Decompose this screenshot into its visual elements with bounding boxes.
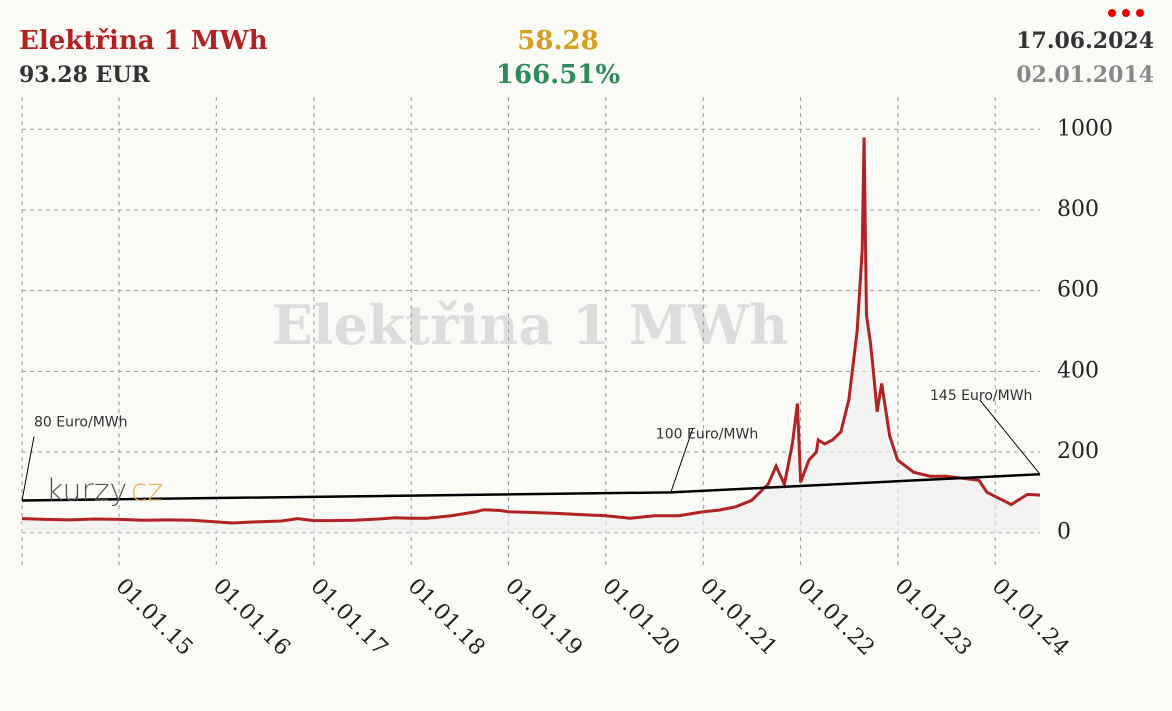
x-tick-label: 01.01.24 <box>987 574 1074 661</box>
change: 58.28 <box>517 26 598 56</box>
x-tick-label: 01.01.20 <box>597 574 684 661</box>
annotation: 145 Euro/MWh <box>930 388 1032 404</box>
date-to: 17.06.2024 <box>1016 28 1154 54</box>
annotation: 100 Euro/MWh <box>656 426 758 442</box>
area <box>22 137 1040 533</box>
x-tick-label: 01.01.16 <box>208 574 295 661</box>
y-tick-label: 200 <box>1057 439 1099 464</box>
annotation-arrow <box>979 399 1041 475</box>
watermark: Elektřina 1 MWh <box>272 293 788 357</box>
x-tick-label: 01.01.17 <box>305 574 392 661</box>
title: Elektřina 1 MWh <box>19 26 268 56</box>
x-tick-label: 01.01.19 <box>500 574 587 661</box>
x-tick-label: 01.01.22 <box>792 574 879 661</box>
y-tick-label: 400 <box>1057 358 1099 383</box>
annotation: 80 Euro/MWh <box>34 414 128 430</box>
y-tick-label: 0 <box>1057 520 1071 545</box>
line <box>21 137 1041 525</box>
date-from: 02.01.2014 <box>1016 62 1154 88</box>
x-tick-label: 01.01.18 <box>403 574 490 661</box>
x-tick-label: 01.01.21 <box>695 574 782 661</box>
x-tick-label: 01.01.15 <box>111 574 198 661</box>
price: 93.28 EUR <box>19 62 151 88</box>
x-tick-label: 01.01.23 <box>889 574 976 661</box>
annotation-arrow <box>21 436 35 501</box>
menu-dots[interactable] <box>1108 9 1144 17</box>
y-tick-label: 1000 <box>1057 116 1113 141</box>
change-percent: 166.51% <box>496 60 621 90</box>
y-tick-label: 600 <box>1057 278 1099 303</box>
logo-right: cz <box>131 474 163 509</box>
logo-left: kurzy <box>46 474 127 509</box>
y-tick-label: 800 <box>1057 197 1099 222</box>
annotation-arrow <box>670 428 694 493</box>
